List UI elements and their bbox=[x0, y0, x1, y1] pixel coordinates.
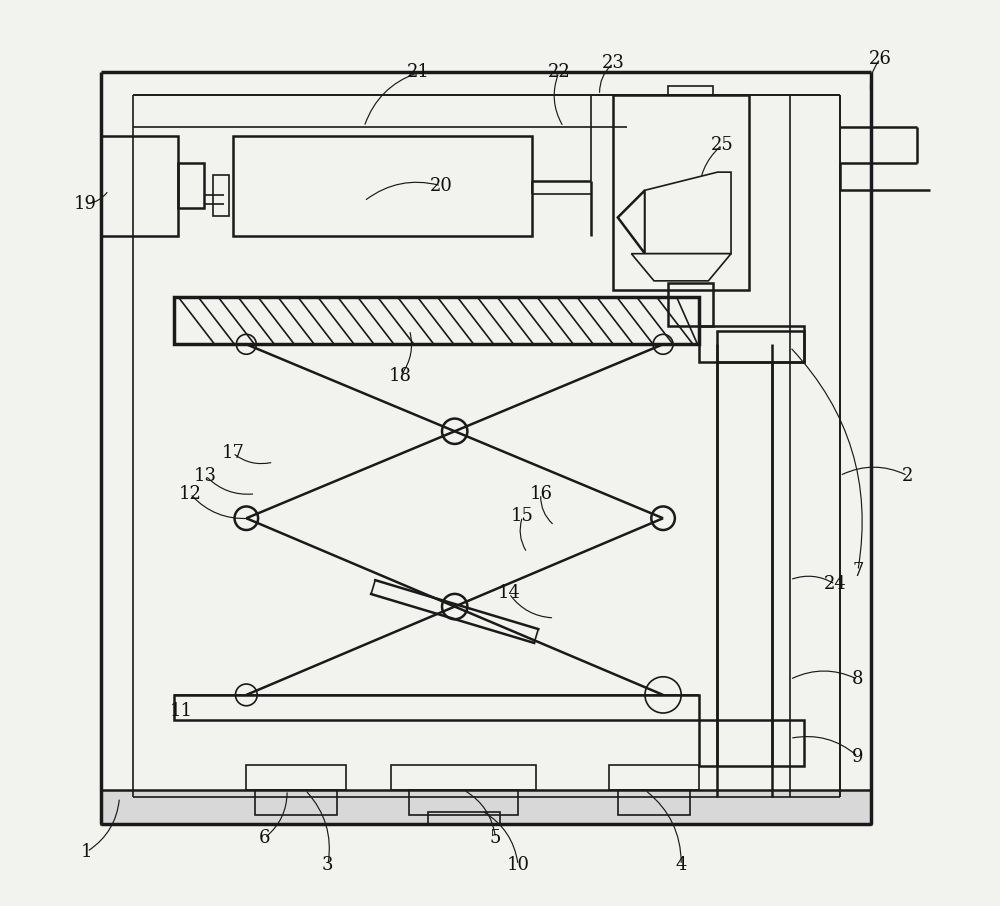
Bar bbox=[668, 86, 713, 95]
Bar bbox=[255, 790, 337, 815]
Bar bbox=[699, 326, 804, 362]
Text: 2: 2 bbox=[902, 467, 913, 485]
Text: 1: 1 bbox=[81, 843, 93, 861]
Text: 25: 25 bbox=[711, 136, 733, 154]
Bar bbox=[699, 720, 804, 766]
Text: 26: 26 bbox=[869, 50, 892, 68]
Text: 6: 6 bbox=[259, 829, 270, 847]
Text: 17: 17 bbox=[221, 444, 244, 462]
Bar bbox=[409, 790, 518, 815]
Text: 15: 15 bbox=[511, 507, 534, 525]
Text: 16: 16 bbox=[529, 485, 552, 503]
Text: 14: 14 bbox=[498, 584, 520, 602]
Polygon shape bbox=[631, 254, 731, 281]
Polygon shape bbox=[618, 190, 645, 254]
Text: 3: 3 bbox=[322, 856, 334, 874]
Text: 11: 11 bbox=[170, 702, 193, 720]
Bar bbox=[174, 297, 699, 344]
Text: 4: 4 bbox=[676, 856, 687, 874]
Bar bbox=[668, 283, 713, 326]
Bar bbox=[101, 136, 178, 236]
Bar bbox=[717, 331, 804, 362]
Text: 19: 19 bbox=[74, 195, 97, 213]
Bar bbox=[101, 790, 871, 824]
Bar bbox=[233, 136, 532, 236]
Text: 20: 20 bbox=[430, 177, 453, 195]
Text: 21: 21 bbox=[407, 63, 430, 82]
Text: 18: 18 bbox=[389, 367, 412, 385]
Text: 12: 12 bbox=[179, 485, 202, 503]
Text: 24: 24 bbox=[824, 575, 847, 593]
Text: 9: 9 bbox=[852, 747, 864, 766]
Polygon shape bbox=[645, 172, 731, 254]
Text: 7: 7 bbox=[852, 562, 864, 580]
Text: 22: 22 bbox=[548, 63, 570, 82]
Text: 10: 10 bbox=[507, 856, 530, 874]
Bar bbox=[178, 163, 204, 208]
Text: 8: 8 bbox=[852, 670, 864, 689]
Text: 13: 13 bbox=[194, 467, 217, 485]
Text: 23: 23 bbox=[602, 54, 625, 72]
Bar bbox=[213, 175, 229, 216]
Bar bbox=[613, 95, 749, 290]
Bar bbox=[609, 765, 699, 790]
Text: 5: 5 bbox=[490, 829, 501, 847]
Bar bbox=[174, 695, 699, 720]
Bar bbox=[246, 765, 346, 790]
Bar bbox=[618, 790, 690, 815]
Bar bbox=[391, 765, 536, 790]
Bar bbox=[428, 812, 500, 824]
